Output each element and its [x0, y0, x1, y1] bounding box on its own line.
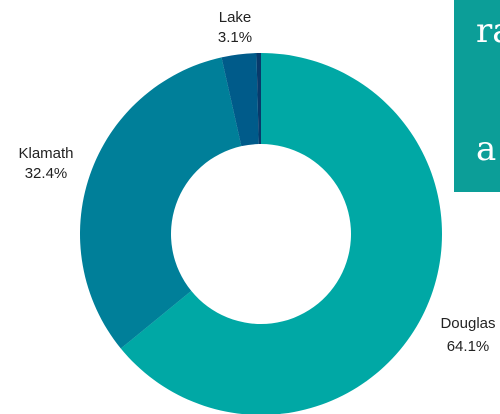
overlay-text-line-2: a: [476, 129, 497, 169]
slice-label-klamath: Klamath: [18, 145, 73, 162]
slice-label-lake: Lake: [219, 9, 252, 26]
slice-value-klamath: 32.4%: [25, 165, 68, 182]
slice-value-lake: 3.1%: [218, 29, 252, 46]
slice-lake: [221, 53, 259, 147]
slice-klamath: [79, 57, 242, 349]
donut-slices: [79, 53, 442, 414]
slice-label-douglas: Douglas: [440, 315, 495, 332]
slice-douglas: [120, 53, 442, 414]
slice-labels: Douglas 64.1% Klamath 32.4% Lake 3.1%: [18, 9, 495, 355]
teal-overlay-panel: ra a: [454, 0, 500, 192]
slice-other-3: [256, 53, 261, 145]
slice-value-douglas: 64.1%: [447, 338, 490, 355]
overlay-text-line-1: ra: [476, 11, 500, 51]
